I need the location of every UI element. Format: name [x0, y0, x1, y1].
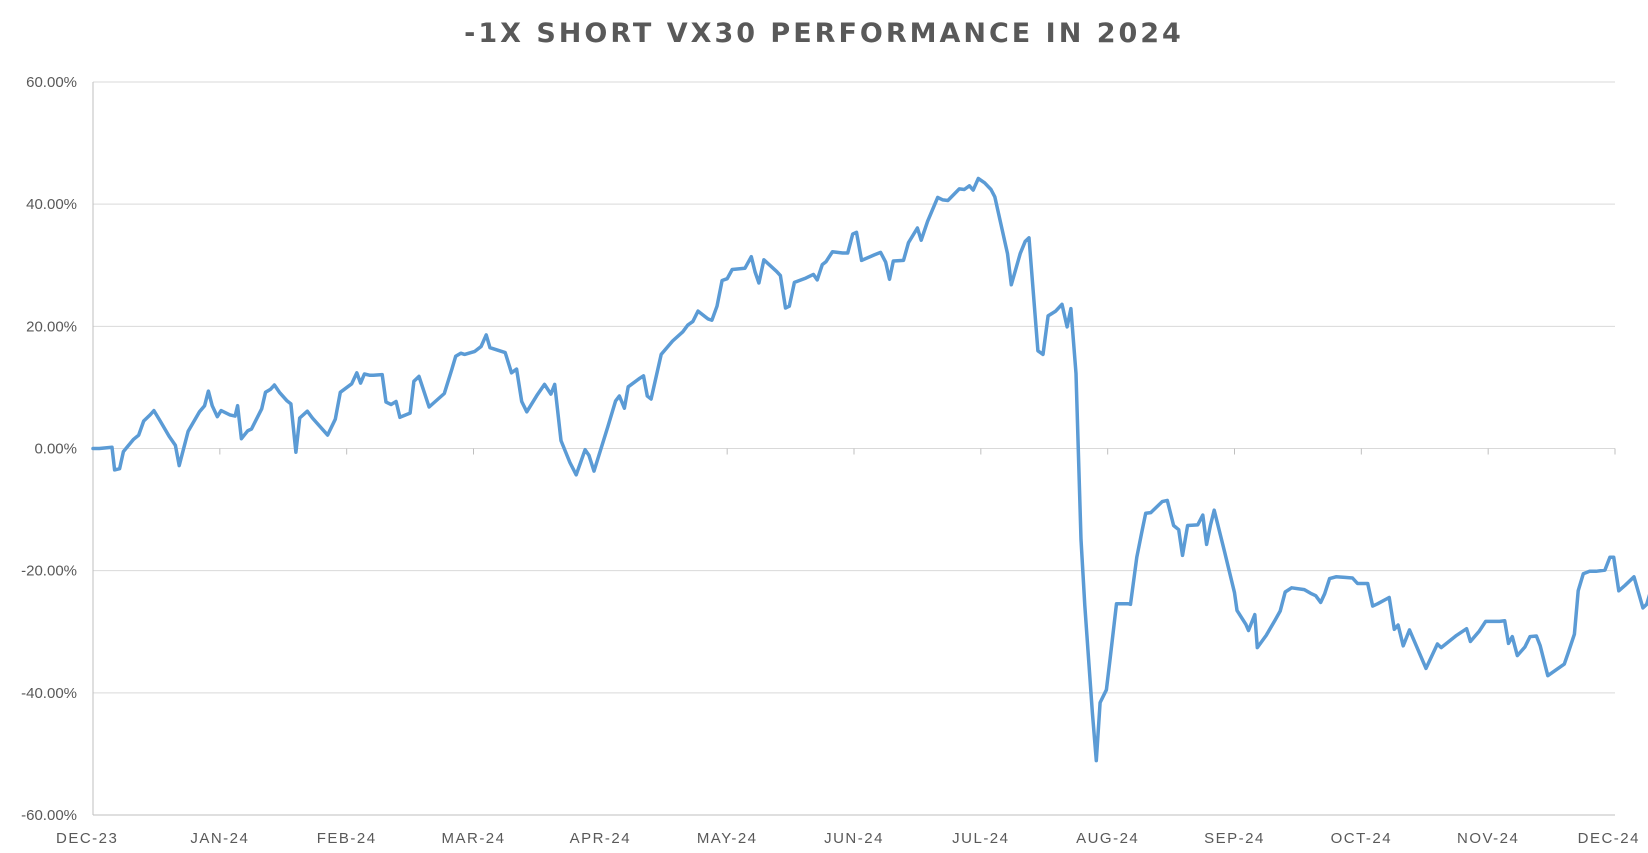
x-tick-label: NOV-24	[1457, 830, 1519, 847]
y-tick-label: 60.00%	[26, 74, 77, 91]
x-tick-label: APR-24	[570, 830, 632, 847]
series	[91, 176, 1648, 763]
x-tick-label: JUN-24	[824, 830, 884, 847]
x-tick-label: OCT-24	[1331, 830, 1393, 847]
y-tick-label: -20.00%	[21, 563, 77, 580]
y-tick-label: 20.00%	[26, 318, 77, 335]
y-tick-label: 40.00%	[26, 196, 77, 213]
y-axis-tick-labels: 60.00% 40.00% 20.00% 0.00% -20.00% -40.00% -60…	[21, 74, 77, 824]
x-tick-label: DEC-24	[1578, 830, 1640, 847]
x-tick-label: SEP-24	[1204, 830, 1265, 847]
y-tick-label: -60.00%	[21, 807, 77, 824]
y-tick-label: 0.00%	[34, 441, 77, 458]
x-tick-label: DEC-23	[56, 830, 118, 847]
x-tick-label: FEB-24	[317, 830, 377, 847]
x-tick-label: MAY-24	[697, 830, 758, 847]
chart-title: -1X SHORT VX30 PERFORMANCE IN 2024	[464, 18, 1184, 49]
gridlines	[93, 81, 1615, 694]
x-tick-label: JAN-24	[190, 830, 249, 847]
y-tick-label: -40.00%	[21, 685, 77, 702]
x-tick-label: MAR-24	[441, 830, 505, 847]
x-tick-label: AUG-24	[1076, 830, 1139, 847]
series-line-0	[91, 176, 1648, 763]
x-tick-label: JUL-24	[952, 830, 1009, 847]
x-axis-tick-labels: DEC-23 JAN-24 FEB-24 MAR-24 APR-24 MAY-24 JUN-…	[56, 830, 1640, 847]
